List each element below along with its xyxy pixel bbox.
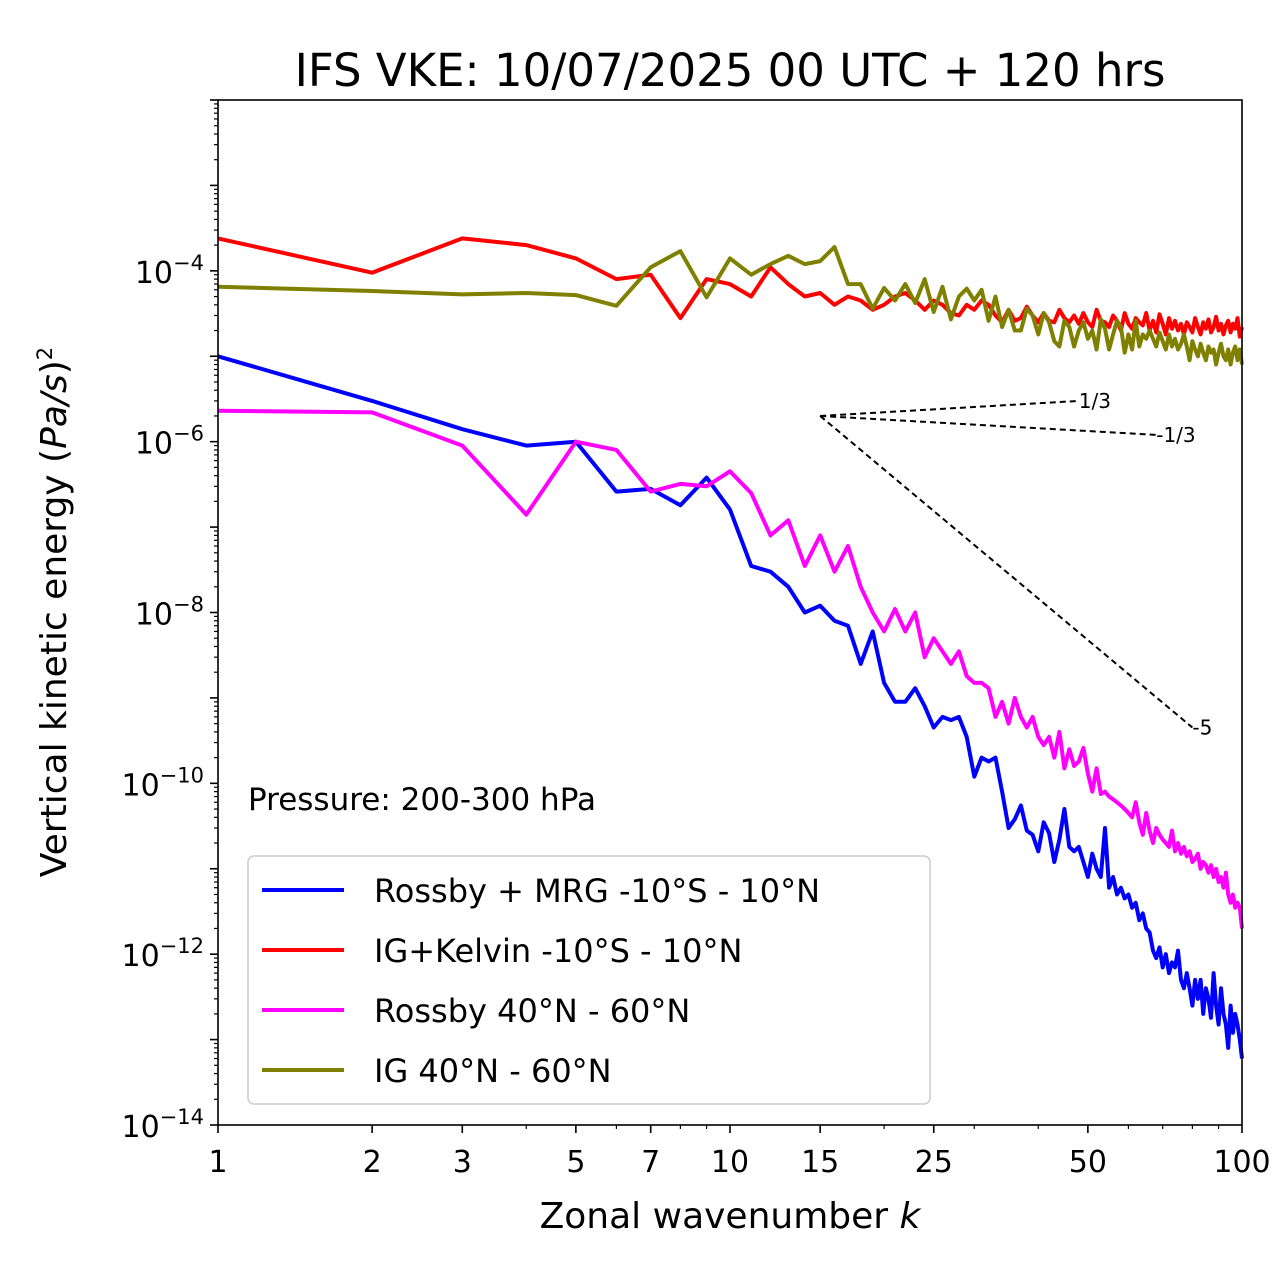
x-axis-label: Zonal wavenumber k bbox=[540, 1196, 923, 1237]
legend-label-1: Rossby + MRG -10°S - 10°N bbox=[374, 872, 820, 910]
y-tick-label: 10−6 bbox=[135, 422, 204, 462]
slope-label-3: -5 bbox=[1192, 716, 1212, 740]
x-tick-label: 3 bbox=[453, 1145, 472, 1180]
series-layer bbox=[217, 236, 1244, 1059]
y-tick-label: 10−14 bbox=[121, 1105, 204, 1145]
y-tick-label: 10−8 bbox=[135, 593, 204, 633]
pressure-annotation: Pressure: 200-300 hPa bbox=[248, 782, 596, 818]
slope-label-2: -1/3 bbox=[1156, 423, 1195, 447]
y-axis-label: Vertical kinetic energy (Pa/s)2 bbox=[33, 347, 75, 877]
x-tick-label: 10 bbox=[711, 1145, 749, 1180]
series-line-4 bbox=[217, 245, 1244, 367]
legend: Rossby + MRG -10°S - 10°N IG+Kelvin -10°S… bbox=[247, 855, 931, 1105]
series-line-2 bbox=[217, 236, 1244, 339]
x-axis-ticks: 1 2 3 5 7 10 15 25 50 100 bbox=[208, 1125, 1271, 1180]
legend-label-2: IG+Kelvin -10°S - 10°N bbox=[374, 932, 742, 970]
x-tick-label: 2 bbox=[363, 1145, 382, 1180]
series-line-3 bbox=[217, 408, 1244, 929]
x-tick-label: 25 bbox=[915, 1145, 953, 1180]
slope-line-3 bbox=[819, 415, 1194, 729]
x-tick-label: 1 bbox=[208, 1145, 227, 1180]
slope-line-2 bbox=[820, 414, 1157, 436]
legend-label-4: IG 40°N - 60°N bbox=[374, 1052, 612, 1090]
slope-label-1: 1/3 bbox=[1079, 389, 1111, 413]
chart-title: IFS VKE: 10/07/2025 00 UTC + 120 hrs bbox=[295, 44, 1166, 97]
legend-box bbox=[247, 855, 931, 1105]
y-tick-label: 10−10 bbox=[121, 763, 204, 803]
slope-line-1 bbox=[820, 399, 1079, 417]
legend-entries: Rossby + MRG -10°S - 10°N IG+Kelvin -10°S… bbox=[262, 872, 820, 1090]
y-tick-label: 10−4 bbox=[135, 251, 204, 291]
y-axis-ticks: 10−4 10−6 10−8 10−10 10−12 10−14 bbox=[121, 99, 218, 1145]
x-tick-label: 5 bbox=[566, 1145, 585, 1180]
legend-label-3: Rossby 40°N - 60°N bbox=[374, 992, 690, 1030]
x-tick-label: 15 bbox=[801, 1145, 839, 1180]
series-line-1 bbox=[217, 354, 1244, 1059]
reference-slopes: 1/3 -1/3 -5 bbox=[819, 389, 1212, 740]
x-tick-label: 7 bbox=[641, 1145, 660, 1180]
y-tick-label: 10−12 bbox=[121, 934, 204, 974]
x-tick-label: 50 bbox=[1069, 1145, 1107, 1180]
x-tick-label: 100 bbox=[1213, 1145, 1270, 1180]
